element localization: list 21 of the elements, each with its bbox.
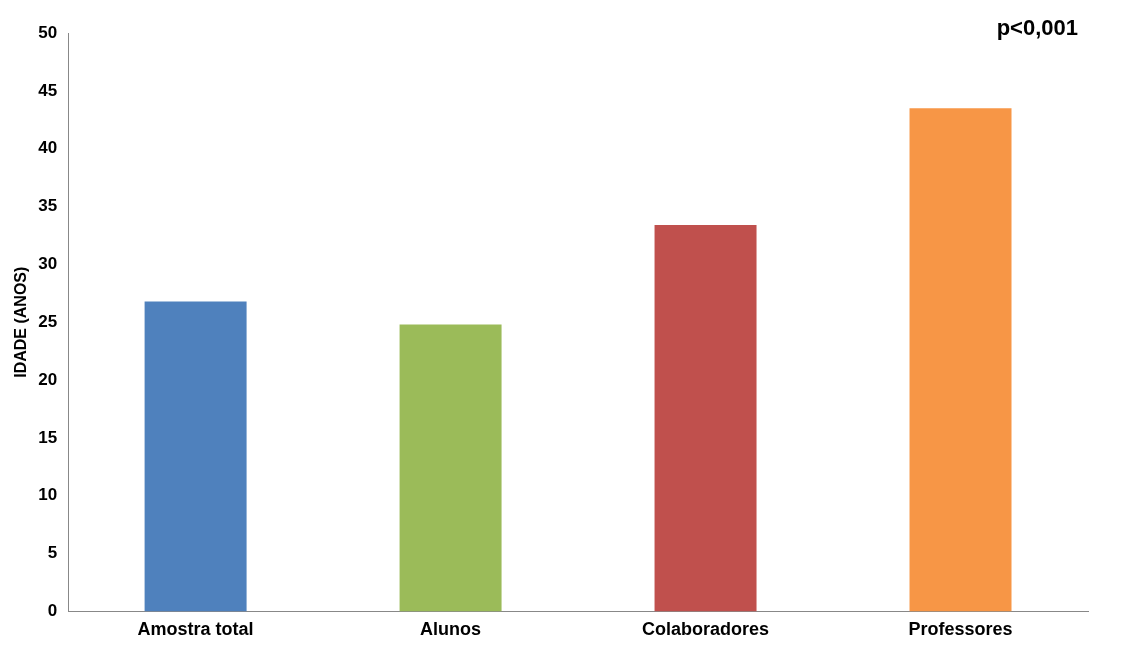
y-tick-label: 20 [38, 369, 58, 389]
annotation: p<0,001 [996, 15, 1078, 41]
y-tick-label: 5 [47, 543, 58, 563]
x-tick-label: Amostra total [137, 619, 254, 640]
y-tick-label: 35 [38, 196, 58, 216]
x-tick-label: Professores [908, 619, 1013, 640]
y-tick-label: 30 [38, 254, 58, 274]
y-tick-label: 15 [38, 427, 58, 447]
y-axis-title: IDADE (ANOS) [12, 266, 30, 378]
y-tick-label: 10 [38, 485, 58, 505]
x-tick-label: Alunos [420, 619, 482, 640]
bar [399, 324, 502, 612]
bar [654, 225, 757, 612]
x-tick-label: Colaboradores [642, 619, 770, 640]
y-tick-label: 50 [38, 22, 58, 42]
bar [144, 301, 247, 612]
y-tick-label: 0 [47, 601, 58, 621]
y-tick-label: 45 [38, 80, 58, 100]
y-tick-label: 25 [38, 311, 58, 331]
y-tick-label: 40 [38, 138, 58, 158]
bar [909, 108, 1012, 612]
